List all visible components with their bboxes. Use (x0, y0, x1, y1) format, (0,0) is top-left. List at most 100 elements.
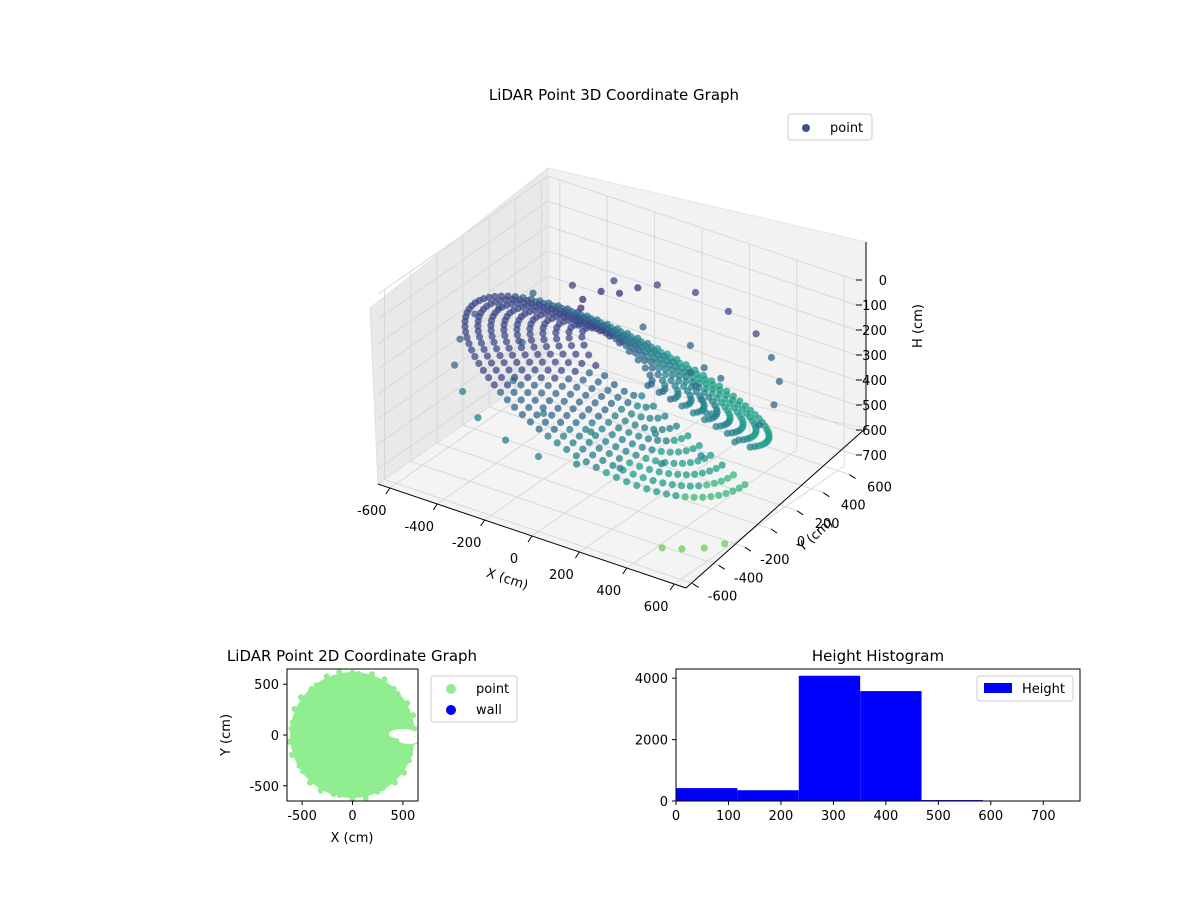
point-3d (540, 409, 548, 418)
point-3d (571, 367, 579, 375)
point-3d (515, 337, 523, 345)
point-2d (343, 673, 350, 680)
point-3d (530, 343, 538, 351)
point-3d (555, 342, 563, 350)
point-3d (565, 334, 573, 342)
x-tick-label-hist: 600 (978, 809, 1003, 824)
point-3d (579, 327, 587, 335)
point-3d (465, 340, 473, 348)
point-3d (659, 479, 667, 487)
x-tick-label-3d: 200 (549, 568, 574, 583)
grid-line-z (377, 275, 857, 395)
point-3d (697, 395, 705, 403)
point-3d (518, 366, 526, 374)
point-3d (675, 377, 683, 385)
point-3d (668, 366, 676, 374)
y-axis-2d-label: Y (cm) (219, 714, 234, 757)
point-3d (654, 436, 662, 444)
point-2d (300, 768, 307, 775)
point-2d (391, 770, 398, 777)
point-3d (578, 359, 586, 368)
point-3d (534, 350, 542, 358)
point-3d (694, 457, 702, 465)
point-3d (572, 419, 580, 427)
point-3d (567, 342, 576, 350)
point-3d (653, 281, 661, 289)
point-3d (539, 324, 547, 332)
z-tick-label-3d: 700 (862, 449, 887, 464)
point-3d (624, 399, 632, 407)
point-2d (330, 790, 337, 797)
point-3d (544, 382, 552, 390)
chart-2d: LiDAR Point 2D Coordinate Graph -500 0 500… (219, 647, 518, 846)
point-3d (553, 439, 561, 447)
point-3d (513, 358, 521, 366)
point-2d (381, 676, 388, 683)
x-tick-label-hist: 200 (769, 809, 794, 824)
point-3d (575, 432, 584, 440)
point-3d (462, 328, 470, 336)
point-3d (525, 403, 533, 412)
x-tick-label-3d: 400 (596, 584, 621, 599)
point-3d (646, 414, 654, 422)
point-3d (608, 431, 616, 439)
x-tick-label-hist: 400 (873, 809, 898, 824)
histogram-bar (737, 790, 799, 801)
point-3d (638, 443, 646, 451)
y-axis-3d-line (685, 427, 867, 589)
point-3d (723, 429, 732, 437)
point-3d (610, 381, 618, 389)
legend-2d-wall-marker (446, 705, 456, 715)
point-3d (633, 481, 641, 490)
point-3d (501, 332, 509, 340)
point-3d (649, 402, 658, 410)
x-tick-3d (527, 535, 533, 543)
point-3d (513, 331, 522, 339)
point-3d (510, 373, 519, 381)
point-3d (517, 381, 525, 389)
point-3d (589, 451, 597, 459)
point-2d (336, 792, 343, 799)
point-3d (651, 430, 660, 438)
point-3d (672, 492, 680, 500)
point-3d (585, 351, 593, 359)
y-tick-3d (796, 510, 804, 516)
point-3d (563, 412, 571, 420)
point-3d (639, 323, 647, 331)
histogram-bars (676, 675, 983, 801)
x-tick-label-hist: 700 (1031, 809, 1056, 824)
x-tick-label-3d: 0 (510, 552, 518, 567)
legend-2d-wall-label: wall (476, 703, 502, 718)
point-3d (767, 353, 776, 362)
point-3d (627, 410, 636, 418)
point-3d (497, 388, 505, 396)
x-tick-label-hist: 300 (821, 809, 846, 824)
point-3d (684, 432, 692, 440)
point-2d (411, 725, 418, 732)
point-3d (612, 443, 620, 451)
point-2d (296, 755, 303, 762)
point-3d (697, 452, 705, 460)
point-3d (731, 438, 739, 446)
point-3d (635, 432, 643, 440)
legend-histogram: Height (976, 675, 1074, 702)
point-3d (658, 460, 666, 468)
point-3d (755, 421, 763, 429)
point-2d (405, 757, 412, 764)
point-3d (488, 332, 496, 340)
point-2d (407, 750, 414, 757)
point-3d (592, 432, 600, 440)
point-3d (599, 456, 607, 465)
point-2d (308, 685, 315, 692)
point-2d (367, 787, 374, 794)
y-tick-label-hist: 0 (660, 795, 668, 810)
point-2d (293, 743, 300, 750)
point-2d (300, 703, 307, 710)
point-3d (644, 381, 652, 390)
point-3d (518, 411, 527, 419)
point-3d (625, 347, 634, 355)
point-3d (565, 317, 573, 325)
point-3d (502, 338, 511, 346)
point-3d (626, 459, 634, 467)
